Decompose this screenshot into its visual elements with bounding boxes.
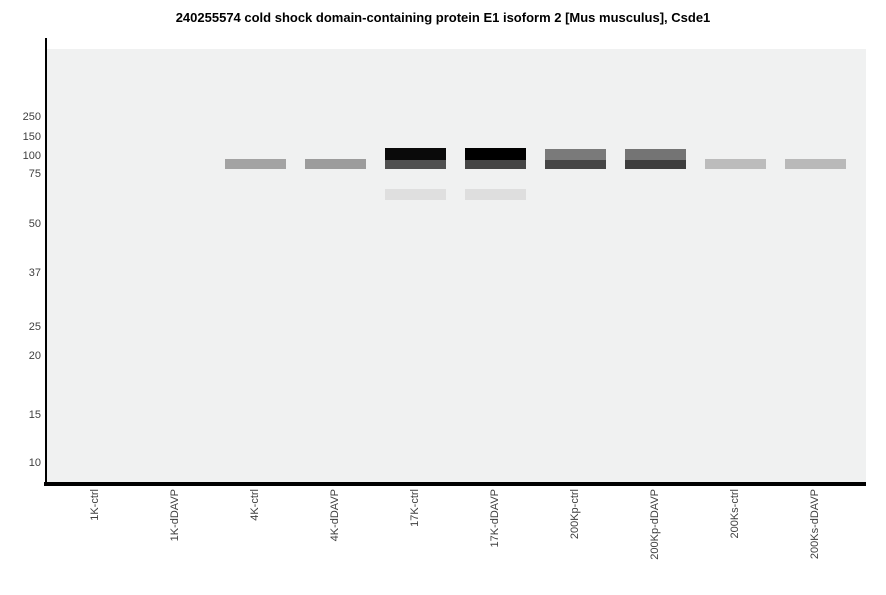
gel-band-200kp-ddavp-105kda xyxy=(625,149,686,160)
gel-band-17k-ddavp-105kda xyxy=(465,148,526,160)
gel-band-4k-ctrl-90kda xyxy=(225,159,286,169)
mw-marker-15kda: 15 xyxy=(28,409,41,421)
lane-label-1k-ddavp: 1K-dDAVP xyxy=(169,489,181,542)
mw-marker-37kda: 37 xyxy=(28,267,41,279)
gel-band-17k-ctrl-105kda xyxy=(385,148,446,160)
mw-marker-20kda: 20 xyxy=(28,350,41,362)
lane-label-200kp-ddavp: 200Kp-dDAVP xyxy=(649,489,661,560)
gel-band-4k-ddavp-90kda xyxy=(305,159,366,169)
lane-label-200ks-ddavp: 200Ks-dDAVP xyxy=(809,489,821,560)
lane-label-4k-ctrl: 4K-ctrl xyxy=(249,489,261,521)
mw-marker-100kda: 100 xyxy=(22,150,41,162)
lane-label-200ks-ctrl: 200Ks-ctrl xyxy=(729,489,741,539)
lane-label-4k-ddavp: 4K-dDAVP xyxy=(329,489,341,542)
gel-band-200kp-ddavp-90kda xyxy=(625,160,686,169)
lane-label-17k-ctrl: 17K-ctrl xyxy=(409,489,421,527)
mw-marker-50kda: 50 xyxy=(28,218,41,230)
gel-band-200kp-ctrl-90kda xyxy=(545,160,606,169)
gel-band-200ks-ddavp-90kda xyxy=(785,159,846,169)
figure-title: 240255574 cold shock domain-containing p… xyxy=(175,10,711,25)
gel-band-200ks-ctrl-90kda xyxy=(705,159,766,169)
mw-marker-250kda: 250 xyxy=(22,111,41,123)
gel-band-200kp-ctrl-105kda xyxy=(545,149,606,160)
gel-band-17k-ddavp-67kda xyxy=(465,189,526,200)
lane-label-1k-ctrl: 1K-ctrl xyxy=(89,489,101,521)
gel-band-17k-ddavp-90kda xyxy=(465,160,526,169)
gel-band-17k-ctrl-90kda xyxy=(385,160,446,169)
mw-marker-25kda: 25 xyxy=(28,321,41,333)
mw-marker-75kda: 75 xyxy=(28,168,41,180)
mw-marker-150kda: 150 xyxy=(22,131,41,143)
x-axis-line xyxy=(44,482,866,486)
lane-label-17k-ddavp: 17K-dDAVP xyxy=(489,489,501,548)
mw-marker-10kda: 10 xyxy=(28,457,41,469)
gel-band-17k-ctrl-67kda xyxy=(385,189,446,200)
lane-label-200kp-ctrl: 200Kp-ctrl xyxy=(569,489,581,540)
gel-plot-area xyxy=(47,49,866,482)
y-axis-line xyxy=(45,38,47,486)
